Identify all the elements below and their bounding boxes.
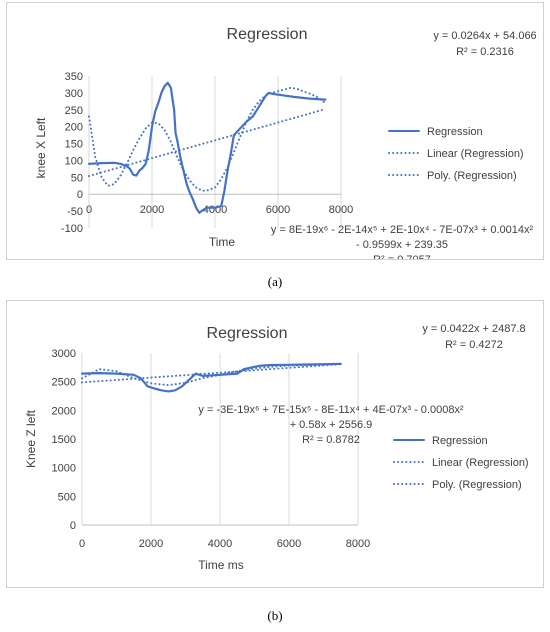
chart-a-linear-equation: y = 0.0264x + 54.066 xyxy=(433,30,536,42)
chart-b-poly-r2: R² = 0.8782 xyxy=(302,434,360,446)
chart-a-ytick-label-1: -50 xyxy=(67,206,83,218)
chart-a-linear-r2: R² = 0.2316 xyxy=(456,46,514,58)
chart-a-xtick-label-4: 8000 xyxy=(329,204,353,216)
chart-b-svg: Regression 0 500 1000 1500 2000 2500 3000 0 2000 4… xyxy=(24,323,529,572)
chart-b-xtick-label-2: 4000 xyxy=(208,538,232,550)
chart-b-legend-label-0: Regression xyxy=(432,435,488,447)
chart-a-legend-label-0: Regression xyxy=(427,126,483,138)
chart-a-series-0-line xyxy=(87,81,327,214)
chart-a-series-1-line xyxy=(88,108,327,177)
chart-a-ytick-label-4: 100 xyxy=(65,155,83,167)
chart-b-ytick-label-5: 2500 xyxy=(52,377,76,389)
chart-a-ytick-label-8: 300 xyxy=(65,88,83,100)
chart-b-series-2-line xyxy=(81,362,342,387)
chart-b-xtick-label-3: 6000 xyxy=(277,538,301,550)
chart-b-xtick-label-1: 2000 xyxy=(139,538,163,550)
chart-b-series-0-line xyxy=(80,362,342,393)
chart-b-linear-equation: y = 0.0422x + 2487.8 xyxy=(422,323,525,335)
chart-b-ytick-label-4: 2000 xyxy=(52,405,76,417)
chart-b-ytick-label-2: 1000 xyxy=(52,463,76,475)
chart-a-poly-r2: R² = 0.7057 xyxy=(373,254,431,259)
chart-a-ytick-label-0: -100 xyxy=(61,223,83,235)
chart-a-title: Regression xyxy=(227,26,308,43)
chart-b-legend-label-1: Linear (Regression) xyxy=(432,457,529,469)
chart-b-poly-equation-line2: + 0.58x + 2556.9 xyxy=(290,419,373,431)
chart-b-title: Regression xyxy=(207,325,288,342)
chart-b-ytick-label-0: 0 xyxy=(70,520,76,532)
chart-b-legend-label-2: Poly. (Regression) xyxy=(432,479,522,491)
chart-a-ytick-label-3: 50 xyxy=(71,172,83,184)
caption-b: (b) xyxy=(267,608,283,623)
chart-b-xtick-label-4: 8000 xyxy=(346,538,370,550)
chart-b-ytick-label-3: 1500 xyxy=(52,434,76,446)
chart-b-ytick-label-6: 3000 xyxy=(52,348,76,360)
chart-a-x-axis-label: Time xyxy=(209,235,236,249)
chart-a-ytick-label-6: 200 xyxy=(65,122,83,134)
chart-a-ytick-label-9: 350 xyxy=(65,71,83,83)
chart-a-y-axis-label: knee X Left xyxy=(34,117,48,178)
chart-a-xtick-label-2: 4000 xyxy=(203,204,227,216)
chart-panel-b: Regression 0 500 1000 1500 2000 2500 3000 0 2000 4… xyxy=(6,300,544,588)
chart-b-ytick-label-1: 500 xyxy=(58,491,76,503)
chart-b-poly-equation-line1: y = -3E-19x⁶ + 7E-15x⁵ - 8E-11x⁴ + 4E-07… xyxy=(198,404,464,416)
chart-a-ytick-label-5: 150 xyxy=(65,139,83,151)
chart-b-x-axis-label: Time ms xyxy=(198,558,244,572)
chart-b-xtick-label-0: 0 xyxy=(79,538,85,550)
chart-a-poly-equation-line1: y = 8E-19x⁶ - 2E-14x⁵ + 2E-10x⁴ - 7E-07x… xyxy=(271,224,534,236)
chart-a-legend-label-1: Linear (Regression) xyxy=(427,148,524,160)
chart-a-xtick-label-1: 2000 xyxy=(140,204,164,216)
chart-b-y-axis-label: Knee Z left xyxy=(24,409,38,468)
chart-panel-a: Regression -100 -50 0 50 100 150 200 250 300 350 0 2… xyxy=(6,2,544,266)
chart-a-xtick-label-0: 0 xyxy=(86,204,92,216)
chart-a-legend-label-2: Poly. (Regression) xyxy=(427,170,517,182)
chart-b-linear-r2: R² = 0.4272 xyxy=(445,339,503,351)
chart-a-series-2-line xyxy=(88,86,327,192)
caption-a: (a) xyxy=(267,274,283,289)
chart-a-ytick-label-2: 0 xyxy=(77,189,83,201)
chart-a-poly-equation-line2: - 0.9599x + 239.35 xyxy=(356,239,448,251)
chart-a-ytick-label-7: 250 xyxy=(65,105,83,117)
chart-a-xtick-label-3: 6000 xyxy=(266,204,290,216)
